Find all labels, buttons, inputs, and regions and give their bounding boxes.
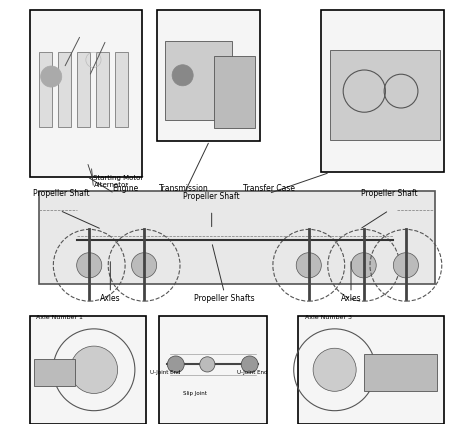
Circle shape	[70, 346, 118, 394]
Circle shape	[172, 65, 193, 86]
Text: Starting Motor: Starting Motor	[93, 175, 144, 181]
Circle shape	[351, 253, 376, 278]
Text: Transfer Case: Transfer Case	[243, 184, 295, 193]
Circle shape	[200, 357, 215, 372]
Text: Propeller Shaft: Propeller Shaft	[183, 192, 240, 201]
Bar	[38, 51, 52, 127]
Text: Slip Joint: Slip Joint	[183, 391, 207, 396]
Text: Axle Number 1: Axle Number 1	[36, 315, 83, 320]
Text: Axle Number 3: Axle Number 3	[305, 315, 352, 320]
Circle shape	[241, 356, 258, 373]
Text: Propeller Shaft: Propeller Shaft	[34, 189, 90, 198]
Text: U-Joint End: U-Joint End	[237, 370, 267, 375]
Text: Transmission: Transmission	[159, 184, 209, 193]
Bar	[330, 51, 440, 140]
Text: Propeller Shafts: Propeller Shafts	[194, 294, 255, 303]
Bar	[57, 51, 71, 127]
Circle shape	[167, 356, 184, 373]
Bar	[364, 354, 437, 391]
Bar	[214, 56, 255, 128]
FancyBboxPatch shape	[321, 10, 444, 173]
Circle shape	[132, 253, 157, 278]
Circle shape	[393, 253, 419, 278]
Circle shape	[77, 253, 102, 278]
Text: Engine: Engine	[112, 184, 138, 193]
FancyBboxPatch shape	[30, 10, 142, 177]
Bar	[115, 51, 128, 127]
Text: Propeller Shaft: Propeller Shaft	[361, 189, 417, 198]
FancyBboxPatch shape	[298, 316, 444, 424]
Text: Axles: Axles	[341, 294, 361, 303]
FancyBboxPatch shape	[30, 316, 146, 424]
Bar	[34, 359, 75, 386]
Circle shape	[296, 253, 321, 278]
Text: U-Joint End: U-Joint End	[150, 370, 181, 375]
FancyBboxPatch shape	[159, 316, 266, 424]
Circle shape	[313, 348, 356, 391]
Circle shape	[41, 66, 62, 87]
FancyBboxPatch shape	[38, 191, 436, 284]
Bar	[165, 41, 232, 119]
Bar	[96, 51, 109, 127]
Text: Axles: Axles	[100, 294, 121, 303]
Text: Alternator: Alternator	[93, 182, 128, 188]
FancyBboxPatch shape	[157, 10, 260, 141]
Bar	[77, 51, 90, 127]
